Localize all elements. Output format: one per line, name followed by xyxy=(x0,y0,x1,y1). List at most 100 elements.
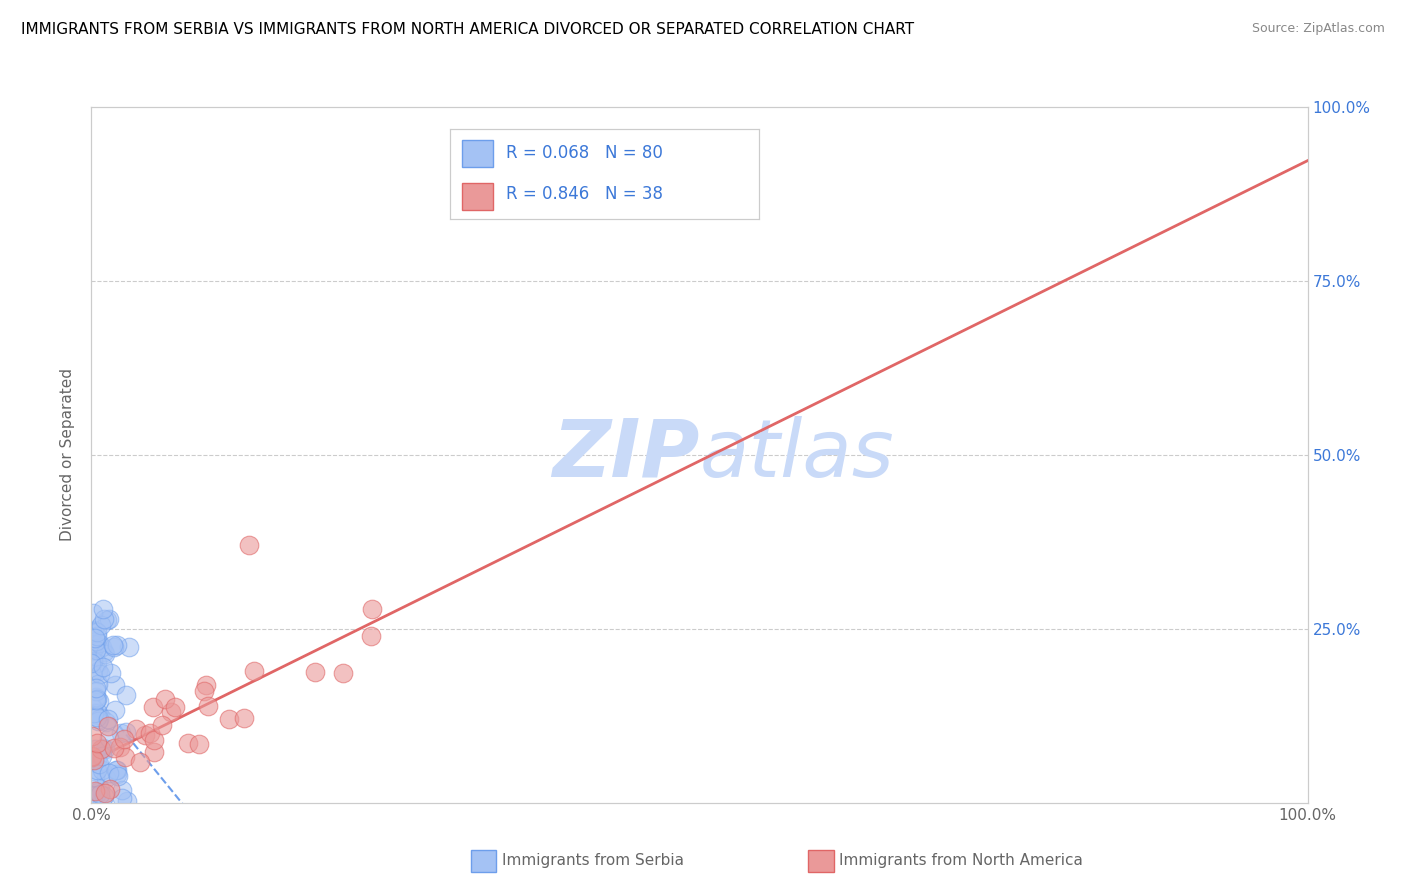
Point xyxy=(115,793,138,807)
Bar xyxy=(463,183,494,210)
Point xyxy=(86,656,108,670)
Point xyxy=(110,725,132,739)
Point xyxy=(83,770,105,784)
Point xyxy=(83,742,105,756)
Point xyxy=(80,656,103,670)
Point xyxy=(84,643,107,657)
Point xyxy=(91,794,114,808)
Point xyxy=(111,782,134,797)
Point xyxy=(141,700,163,714)
Point xyxy=(83,631,105,645)
Point xyxy=(93,612,115,626)
Text: IMMIGRANTS FROM SERBIA VS IMMIGRANTS FROM NORTH AMERICA DIVORCED OR SEPARATED CO: IMMIGRANTS FROM SERBIA VS IMMIGRANTS FRO… xyxy=(21,22,914,37)
Point xyxy=(103,740,125,755)
Point xyxy=(86,752,108,766)
Point xyxy=(98,612,121,626)
Point xyxy=(87,757,110,772)
Point xyxy=(90,741,112,756)
Point xyxy=(87,706,110,720)
Point xyxy=(87,664,110,678)
Point xyxy=(177,736,200,750)
Point xyxy=(91,740,114,755)
Point xyxy=(83,623,105,637)
Point xyxy=(105,763,128,777)
Point xyxy=(86,763,108,777)
Point xyxy=(111,790,134,805)
Point xyxy=(104,678,127,692)
Point xyxy=(115,724,138,739)
Point xyxy=(93,789,115,803)
Point xyxy=(108,739,131,754)
Point xyxy=(84,788,107,802)
Point xyxy=(100,665,122,680)
Point xyxy=(93,644,115,658)
Point xyxy=(84,783,107,797)
Point xyxy=(84,693,107,707)
Point xyxy=(304,665,326,680)
Point xyxy=(87,635,110,649)
Point xyxy=(90,618,112,632)
Point xyxy=(150,717,173,731)
Point xyxy=(87,785,110,799)
Text: R = 0.068   N = 80: R = 0.068 N = 80 xyxy=(506,145,662,162)
Point xyxy=(87,694,110,708)
Point xyxy=(243,664,266,678)
Point xyxy=(97,719,120,733)
Point xyxy=(94,786,117,800)
Point xyxy=(80,625,103,640)
Point xyxy=(361,602,384,616)
Text: ZIP: ZIP xyxy=(553,416,699,494)
Point xyxy=(360,629,382,643)
Point xyxy=(332,666,354,681)
Point xyxy=(83,640,105,655)
Point xyxy=(114,749,136,764)
Point xyxy=(153,692,176,706)
Point xyxy=(91,602,114,616)
Point xyxy=(80,667,103,681)
Text: atlas: atlas xyxy=(699,416,894,494)
Point xyxy=(195,677,218,691)
Point xyxy=(139,726,162,740)
Point xyxy=(82,748,104,763)
Point xyxy=(89,712,111,726)
Point xyxy=(84,683,107,698)
Point xyxy=(86,629,108,643)
Point xyxy=(89,667,111,681)
Point xyxy=(83,637,105,651)
Point xyxy=(112,732,135,747)
Point xyxy=(103,640,125,654)
Point xyxy=(98,731,121,745)
Text: Immigrants from North America: Immigrants from North America xyxy=(839,854,1083,868)
Point xyxy=(82,644,104,658)
Point xyxy=(91,660,114,674)
Point xyxy=(84,690,107,705)
Point xyxy=(83,753,105,767)
Point xyxy=(86,677,108,691)
Point xyxy=(197,698,219,713)
Text: Source: ZipAtlas.com: Source: ZipAtlas.com xyxy=(1251,22,1385,36)
Point xyxy=(89,782,111,797)
Point xyxy=(86,736,108,750)
Point xyxy=(97,712,120,726)
Point xyxy=(84,751,107,765)
Point xyxy=(97,766,120,780)
Point xyxy=(143,745,166,759)
Point xyxy=(80,750,103,764)
Point xyxy=(94,648,117,662)
Point xyxy=(96,613,118,627)
Point xyxy=(129,755,152,769)
Point xyxy=(117,640,139,654)
Point xyxy=(82,606,104,620)
Point xyxy=(98,782,121,797)
Point xyxy=(82,729,104,743)
Point xyxy=(86,714,108,728)
Point xyxy=(93,742,115,756)
Point xyxy=(105,638,128,652)
Point xyxy=(82,764,104,778)
Point xyxy=(104,703,127,717)
Point xyxy=(115,688,138,702)
Point xyxy=(90,763,112,777)
Point xyxy=(233,711,256,725)
Point xyxy=(86,709,108,723)
Point xyxy=(83,706,105,720)
